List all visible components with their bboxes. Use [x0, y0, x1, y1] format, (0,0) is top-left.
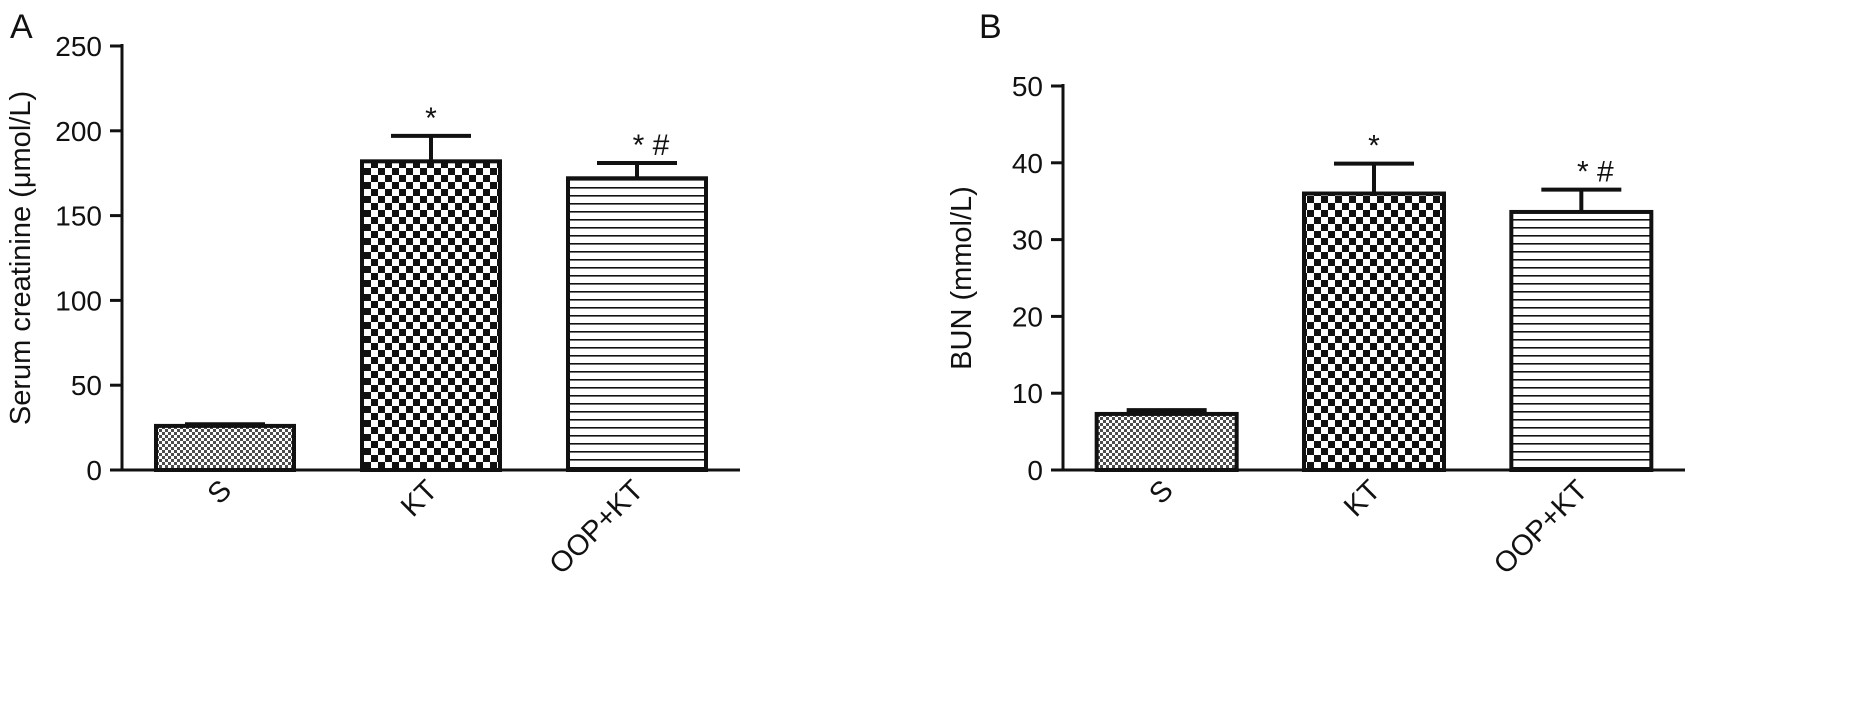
chart-panel-b: B 0 10 20 30 40 50 BUN (mmol/L) S * KT * # OOP+KT — [929, 0, 1857, 716]
y-tick-label: 200 — [55, 116, 102, 147]
y-axis-label: Serum creatinine (μmol/L) — [5, 91, 37, 425]
significance-marker: * — [425, 102, 437, 135]
x-tick-label: S — [202, 474, 238, 510]
y-tick-label: 30 — [1012, 225, 1043, 256]
y-tick-label: 100 — [55, 285, 102, 316]
x-tick-label: S — [1143, 474, 1179, 510]
y-tick-label: 0 — [1027, 455, 1043, 486]
chart-panel-a: A 0 50 100 150 200 250 Serum creatinine (μmol/… — [5, 8, 740, 581]
y-tick-label: 50 — [71, 370, 102, 401]
y-tick-label: 0 — [86, 455, 102, 486]
y-tick-label: 150 — [55, 201, 102, 232]
x-tick-label: OOP+KT — [1488, 474, 1595, 581]
y-tick-label: 50 — [1012, 71, 1043, 102]
significance-marker: * # — [1577, 156, 1614, 189]
y-axis-label: BUN (mmol/L) — [946, 186, 978, 370]
bar — [1302, 191, 1446, 473]
bar — [566, 176, 708, 472]
bar — [154, 423, 296, 472]
bar — [1094, 411, 1239, 473]
y-tick-label: 40 — [1012, 148, 1043, 179]
panel-label: B — [979, 8, 1002, 46]
significance-marker: * — [1368, 130, 1380, 163]
x-tick-label: KT — [1338, 474, 1387, 523]
panel-label: A — [10, 8, 33, 46]
x-tick-label: KT — [395, 474, 444, 523]
serum-creatinine-chart: 0 50 100 150 200 250 Serum creatinine (μmol/L)… — [5, 31, 740, 581]
bar — [1509, 209, 1654, 472]
y-tick-label: 250 — [55, 31, 102, 62]
y-tick-label: 10 — [1012, 378, 1043, 409]
x-tick-label: OOP+KT — [544, 474, 651, 581]
bun-chart: 0 10 20 30 40 50 BUN (mmol/L) S * KT * # OOP+KT — [946, 71, 1685, 581]
significance-marker: * # — [633, 129, 670, 162]
bar — [360, 159, 502, 472]
y-tick-label: 20 — [1012, 301, 1043, 332]
